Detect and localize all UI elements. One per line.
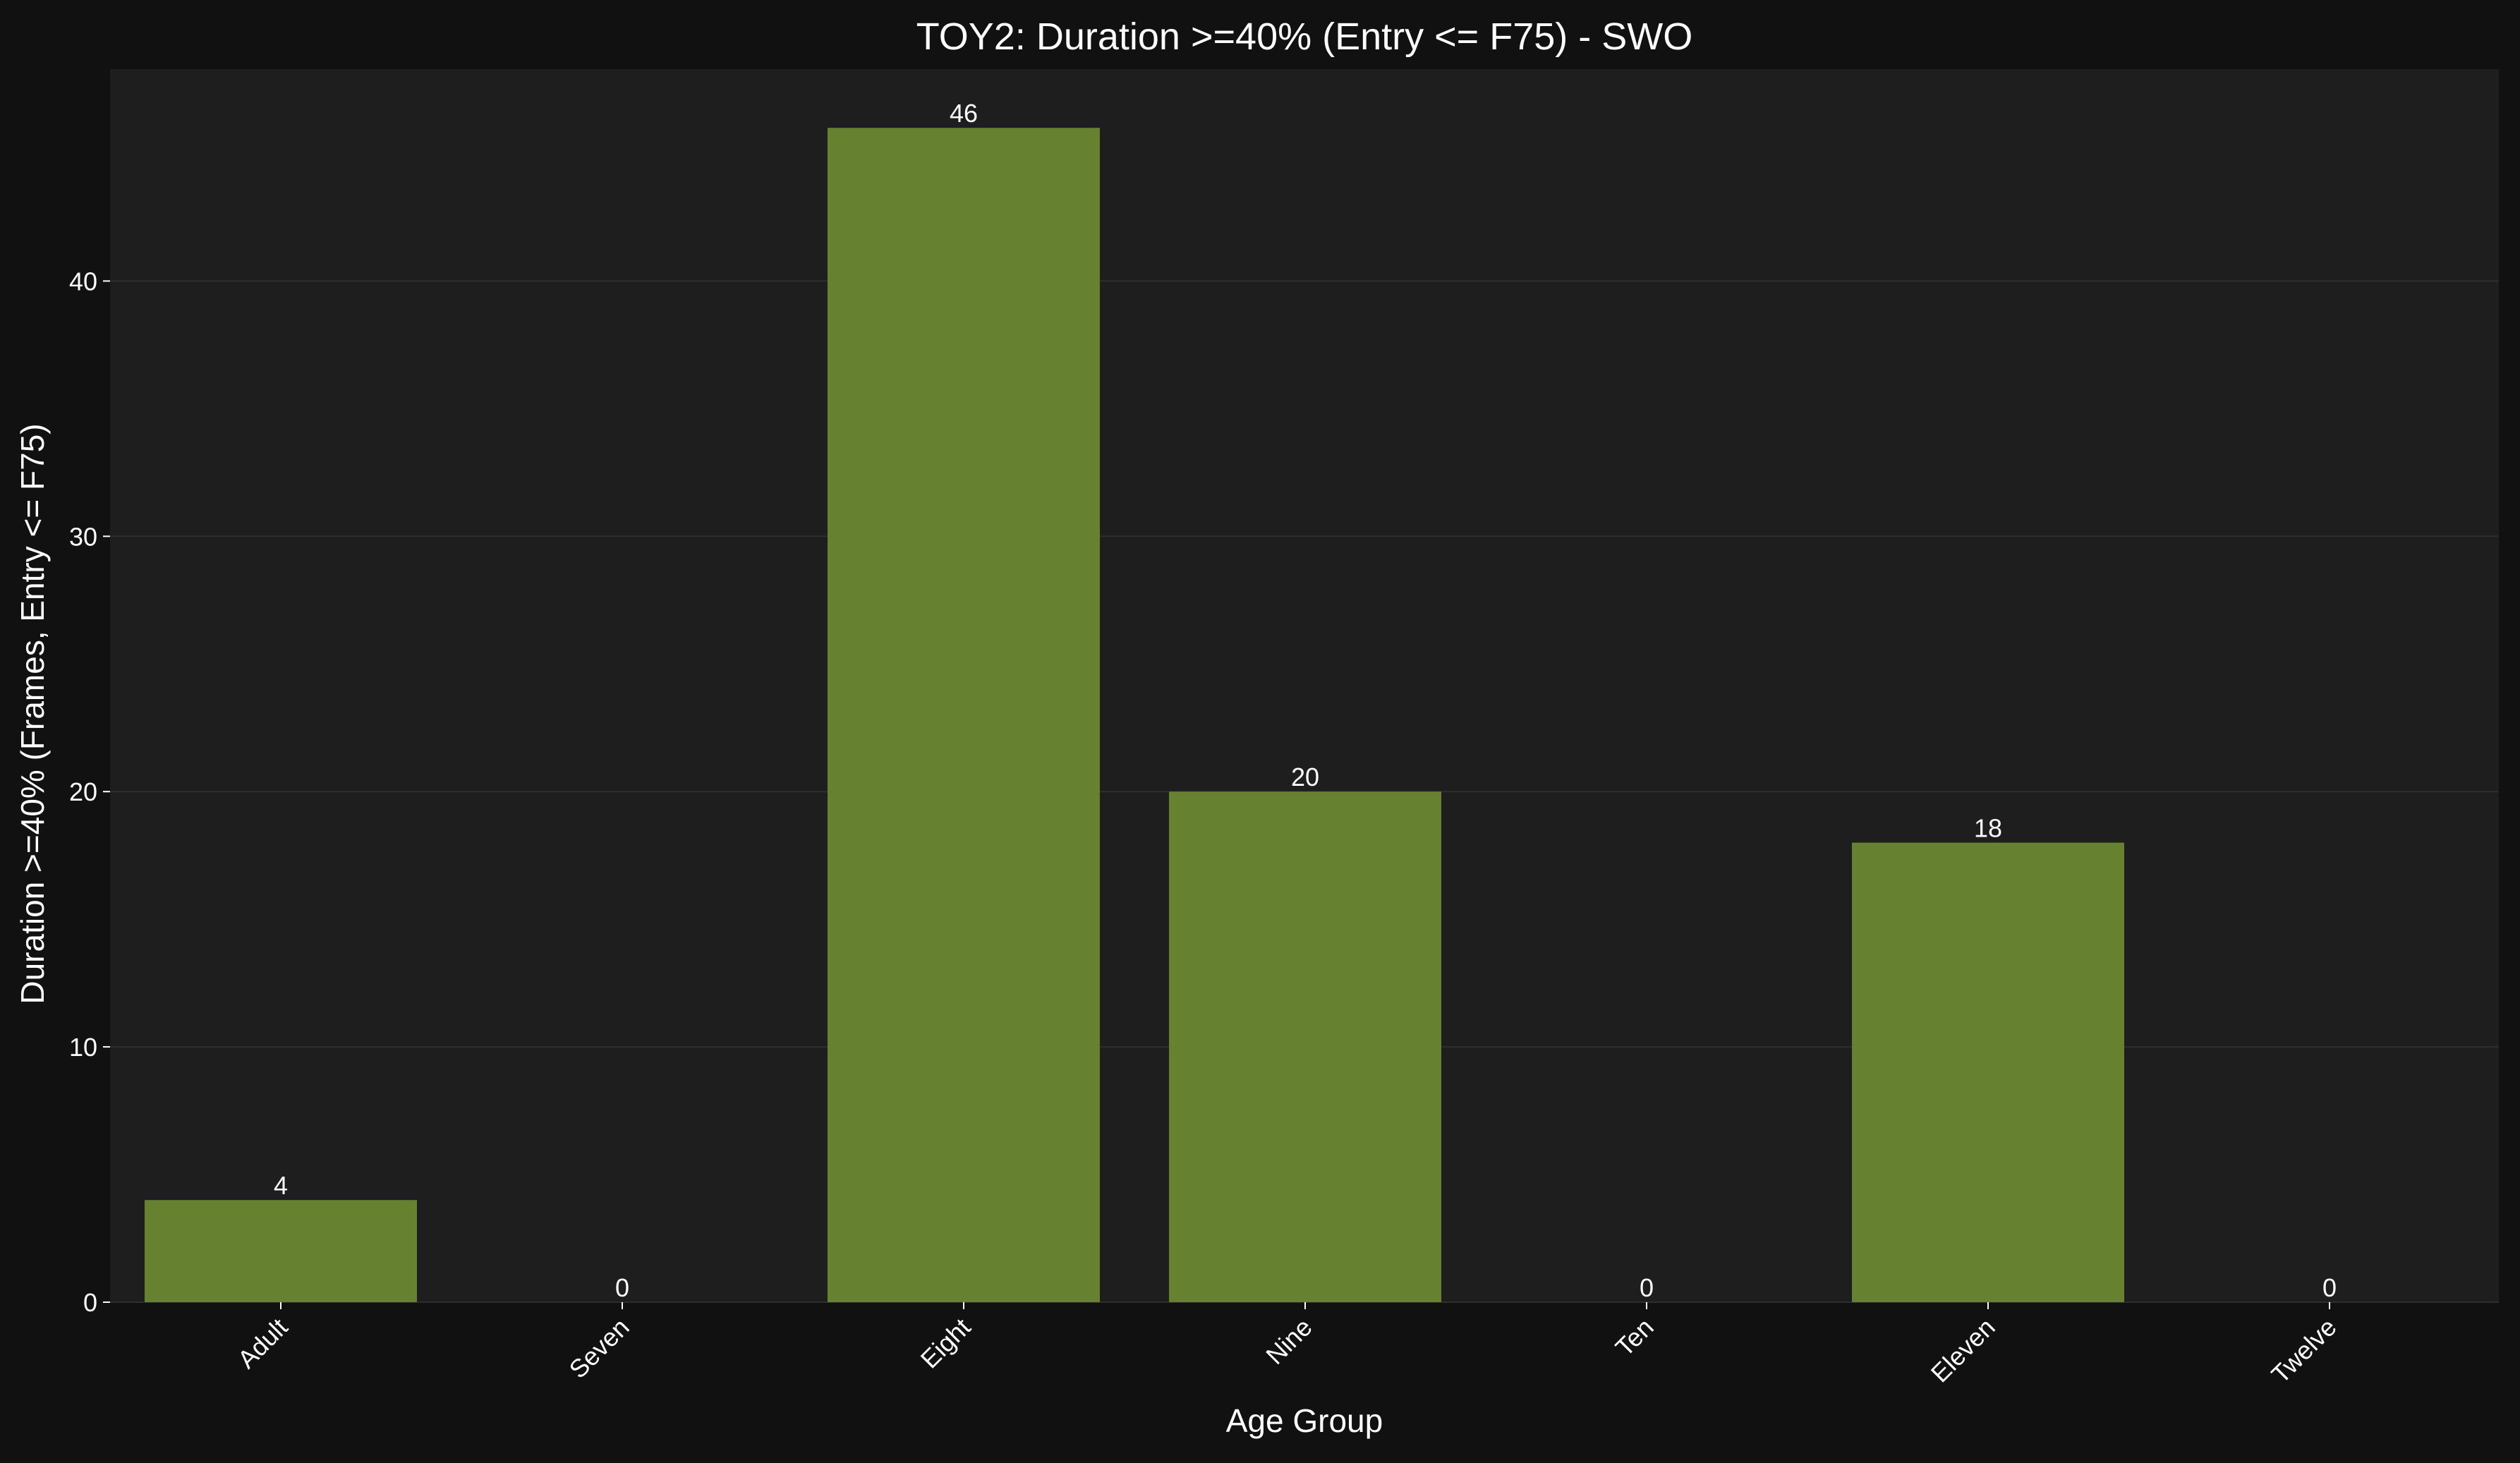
bars: 4 0 46 20 0 18 0 [145, 99, 2337, 1303]
bar-value-label: 20 [1291, 763, 1319, 791]
y-tick-label: 30 [69, 522, 97, 551]
bar-nine [1169, 791, 1441, 1302]
bar-value-label: 46 [950, 99, 978, 128]
bar-value-label: 0 [615, 1273, 629, 1302]
bar-value-label: 4 [274, 1171, 288, 1200]
y-tick-label: 20 [69, 777, 97, 806]
bar-value-label: 0 [2322, 1273, 2337, 1302]
x-tick-label: Adult [232, 1313, 293, 1374]
y-tick-label: 10 [69, 1033, 97, 1062]
bar-eleven [1852, 842, 2124, 1302]
x-tick-label: Twelve [2265, 1313, 2342, 1389]
x-tick-label: Ten [1610, 1313, 1659, 1362]
x-tick-label: Nine [1260, 1313, 1317, 1370]
chart-title: TOY2: Duration >=40% (Entry <= F75) - SW… [916, 16, 1692, 58]
x-axis-label: Age Group [1226, 1402, 1383, 1439]
bar-eight [828, 128, 1100, 1303]
bar-adult [145, 1200, 417, 1302]
x-tick-label: Seven [563, 1313, 634, 1384]
y-axis-label: Duration >=40% (Frames, Entry <= F75) [14, 423, 51, 1004]
y-tick-label: 0 [83, 1288, 97, 1317]
y-tick-label: 40 [69, 267, 97, 296]
x-tick-label: Eight [915, 1313, 976, 1374]
x-tick-label: Eleven [1925, 1313, 2001, 1388]
bar-value-label: 0 [1640, 1273, 1654, 1302]
bar-value-label: 18 [1974, 814, 2002, 843]
